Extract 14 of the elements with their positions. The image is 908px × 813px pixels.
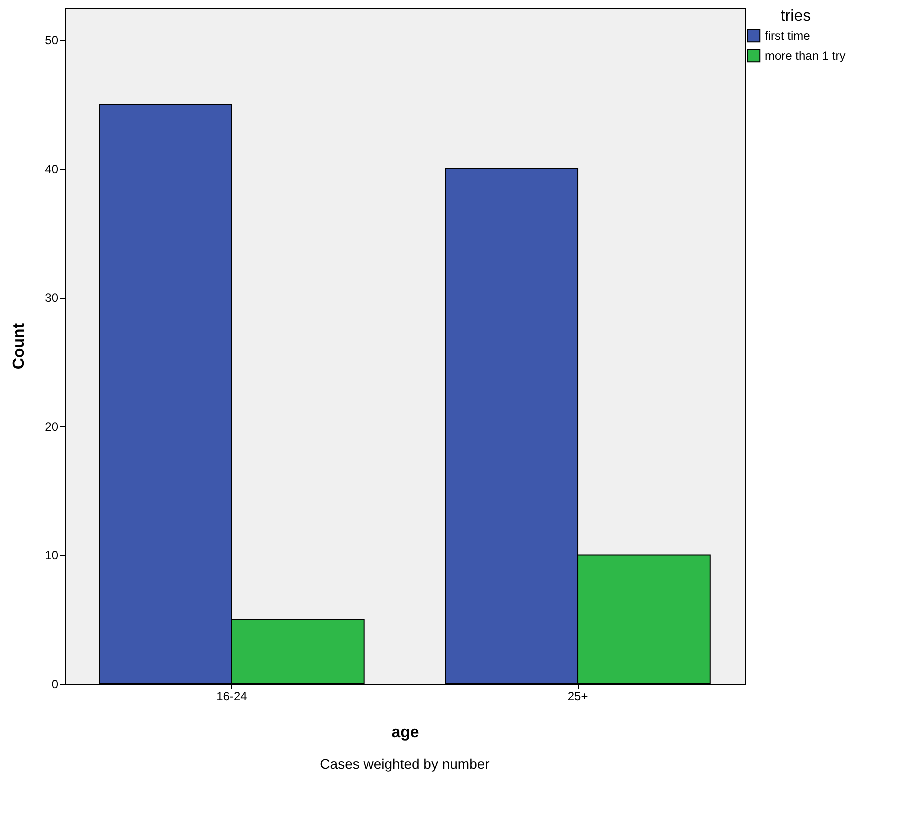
y-tick-label: 50	[45, 34, 59, 48]
legend-label: more than 1 try	[765, 49, 846, 63]
legend-title: tries	[780, 8, 812, 25]
y-tick-label: 0	[52, 678, 59, 692]
y-axis-title: Count	[11, 322, 28, 370]
y-tick-label: 20	[45, 420, 59, 434]
y-tick-label: 10	[45, 548, 59, 563]
text: Cases weighted by number	[320, 756, 490, 772]
y-tick-label: 40	[45, 162, 59, 176]
x-tick-label: 16-24	[216, 690, 248, 704]
x-axis-title: age	[392, 724, 420, 742]
x-tick-label: 25+	[568, 690, 588, 704]
legend-label: first time	[765, 29, 811, 43]
y-tick-label: 30	[45, 291, 59, 306]
